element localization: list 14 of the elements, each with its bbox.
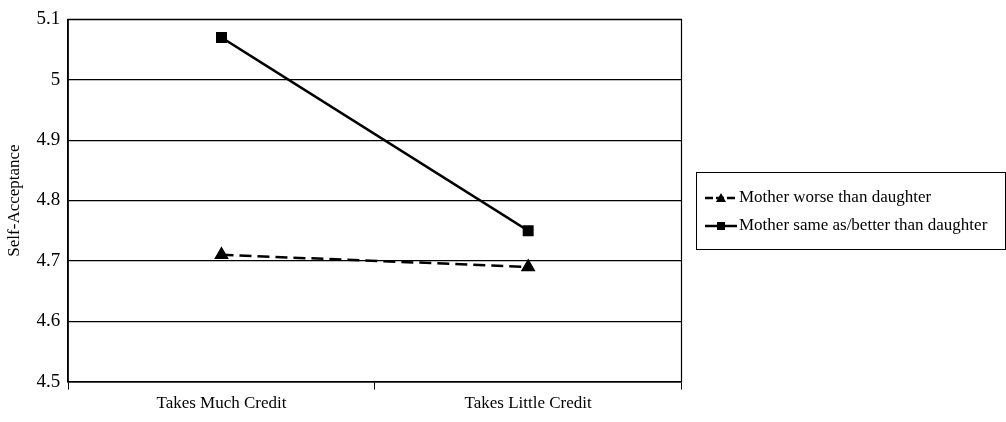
- y-tick-label: 4.5: [36, 369, 61, 391]
- y-tick-label: 4.9: [36, 128, 61, 150]
- point: [216, 32, 227, 43]
- y-tick-label: 5.1: [36, 7, 61, 29]
- y-tick-label: 4.8: [36, 188, 61, 210]
- y-tick-label: 4.7: [36, 248, 61, 270]
- y-axis-title: Self-Acceptance: [3, 144, 23, 257]
- x-tick-label: Takes Much Credit: [156, 393, 287, 413]
- legend-label: Mother same as/better than daughter: [739, 215, 988, 235]
- y-tick-label: 4.6: [36, 309, 61, 331]
- x-tick-label: Takes Little Credit: [464, 393, 593, 413]
- y-tick-label: 5: [50, 67, 61, 89]
- point: [522, 225, 534, 237]
- legend-label: Mother worse than daughter: [739, 187, 932, 207]
